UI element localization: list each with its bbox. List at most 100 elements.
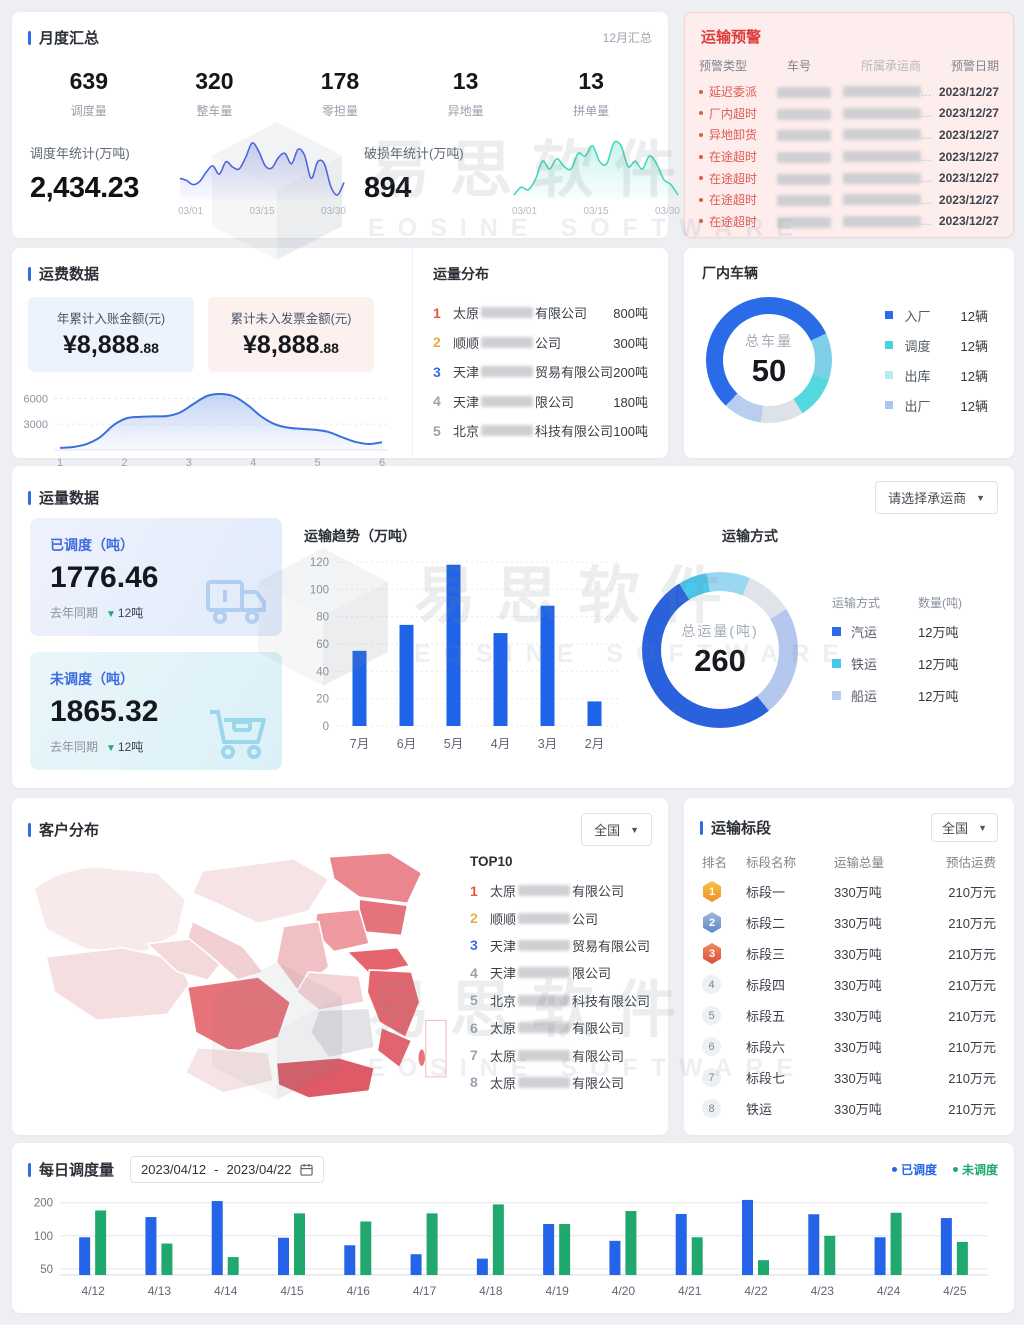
legend-value: 12万吨 bbox=[918, 656, 959, 672]
x-tick: 03/30 bbox=[320, 206, 346, 217]
alert-date: 2023/12/27 bbox=[938, 106, 999, 121]
section-volume: 330万吨 bbox=[834, 916, 882, 931]
legend-value: 12辆 bbox=[960, 308, 988, 324]
alert-table: 预警类型 车号 所属承运商 预警日期 延迟委派... 2023/12/27 厂内超时… bbox=[685, 54, 1013, 232]
x-tick: 03/30 bbox=[654, 206, 680, 217]
svg-text:4月: 4月 bbox=[491, 737, 510, 751]
svg-text:3月: 3月 bbox=[538, 737, 557, 751]
col-fee: 预估运费 bbox=[945, 855, 996, 870]
redacted-block bbox=[518, 1049, 571, 1061]
section-volume: 330万吨 bbox=[834, 1009, 882, 1024]
redacted-block bbox=[843, 194, 922, 206]
col-rank: 排名 bbox=[702, 855, 728, 870]
company-prefix: 太原 bbox=[490, 1048, 517, 1064]
rank-circle: 8 bbox=[702, 1099, 721, 1118]
legend-swatch bbox=[884, 401, 893, 409]
svg-text:1: 1 bbox=[57, 457, 63, 469]
compare-delta: 12吨 bbox=[117, 606, 144, 620]
table-row: 6 标段六 330万吨 210万元 bbox=[684, 1031, 1014, 1062]
col-volume: 运输总量 bbox=[834, 855, 885, 870]
panel-freight: 运费数据 年累计入账金额(元) ¥8,888.88 累计未入发票金额(元) ¥8… bbox=[12, 248, 668, 469]
legend-swatch bbox=[832, 626, 841, 636]
carrier-select[interactable]: 请选择承运商 ▼ bbox=[875, 481, 998, 514]
alert-dot-icon bbox=[699, 154, 703, 159]
legend-label: 船运 bbox=[851, 688, 878, 704]
alert-dot-icon bbox=[699, 132, 703, 137]
calendar-icon bbox=[299, 1163, 313, 1176]
alert-carrier-redacted: ... bbox=[843, 193, 931, 207]
volume-value: 200吨 bbox=[613, 365, 648, 381]
table-row: 5 标段五 330万吨 210万元 bbox=[684, 1000, 1014, 1031]
alert-plate-redacted bbox=[777, 150, 843, 164]
date-range-picker[interactable]: 2023/04/12 - 2023/04/22 bbox=[130, 1156, 324, 1183]
svg-text:4/16: 4/16 bbox=[347, 1284, 371, 1298]
svg-text:4/15: 4/15 bbox=[280, 1284, 304, 1298]
svg-text:6000: 6000 bbox=[24, 393, 48, 405]
section-rank: 1 bbox=[702, 881, 746, 902]
volume-value: 180吨 bbox=[613, 394, 648, 410]
customer-dist-title: 客户分布 bbox=[39, 822, 100, 839]
list-item: 5 北京 科技有限公司 100吨 bbox=[433, 416, 648, 446]
legend-label: 铁运 bbox=[851, 656, 878, 672]
region-select[interactable]: 全国 ▼ bbox=[581, 813, 652, 846]
company-prefix: 太原 bbox=[490, 1075, 517, 1091]
page-title-monthly-summary: 月度汇总 bbox=[39, 30, 100, 47]
accent-bar bbox=[28, 490, 31, 505]
mode-col-type: 运输方式 bbox=[832, 595, 881, 610]
svg-text:7月: 7月 bbox=[350, 737, 369, 751]
svg-text:50: 50 bbox=[40, 1264, 53, 1276]
sections-table-header: 排名 标段名称 运输总量 预估运费 bbox=[684, 846, 1014, 876]
alert-row: 延迟委派... 2023/12/27 bbox=[699, 81, 999, 103]
svg-text:2月: 2月 bbox=[585, 737, 604, 751]
list-item: 2 顺顺 公司 bbox=[470, 904, 656, 931]
section-name: 标段七 bbox=[746, 1071, 786, 1086]
medal-icon: 3 bbox=[703, 943, 721, 964]
alert-date: 2023/12/27 bbox=[938, 214, 999, 229]
accent-bar bbox=[28, 266, 31, 281]
cart-icon bbox=[210, 710, 266, 759]
alert-carrier-redacted: ... bbox=[843, 85, 931, 99]
list-item: 3 天津 贸易有限公司 200吨 bbox=[433, 357, 648, 387]
damage-year-xticks: 03/01 03/15 03/30 bbox=[512, 206, 680, 217]
freight-card-uninvoiced: 累计未入发票金额(元) ¥8,888.88 bbox=[208, 297, 374, 372]
stat-item: 13 异地量 bbox=[403, 68, 529, 119]
list-item: 4 天津 限公司 bbox=[470, 959, 656, 986]
redacted-block bbox=[481, 425, 534, 437]
svg-text:40: 40 bbox=[316, 666, 329, 678]
unscheduled-value: 1865.32 bbox=[50, 695, 159, 728]
sections-region-select[interactable]: 全国 ▼ bbox=[931, 813, 998, 842]
table-row: 3 标段三 330万吨 210万元 bbox=[684, 938, 1014, 969]
svg-text:4/19: 4/19 bbox=[545, 1284, 569, 1298]
section-name: 铁运 bbox=[746, 1102, 773, 1117]
company-prefix: 天津 bbox=[453, 365, 480, 381]
alert-type: 在途超时 bbox=[699, 191, 777, 208]
col-carrier: 所属承运商 bbox=[861, 59, 922, 73]
svg-text:2: 2 bbox=[121, 457, 127, 469]
stat-value: 13 bbox=[578, 68, 604, 94]
alert-plate-redacted bbox=[777, 106, 843, 120]
table-row: 2 标段二 330万吨 210万元 bbox=[684, 907, 1014, 938]
section-fee: 210万元 bbox=[948, 1009, 996, 1024]
x-tick: 03/01 bbox=[512, 206, 538, 217]
triangle-down-icon: ▼ bbox=[106, 609, 116, 620]
rank-number: 5 bbox=[433, 422, 441, 439]
top10-title: TOP10 bbox=[470, 854, 513, 869]
redacted-block bbox=[777, 173, 832, 185]
alert-type: 延迟委派 bbox=[699, 83, 777, 100]
section-rank: 4 bbox=[702, 975, 746, 994]
section-fee: 210万元 bbox=[948, 947, 996, 962]
x-tick: 03/15 bbox=[583, 206, 609, 217]
redacted-block bbox=[518, 885, 571, 897]
alert-row: 在途超时... 2023/12/27 bbox=[699, 146, 999, 168]
legend-item: 船运 12万吨 bbox=[832, 679, 962, 711]
donut-center-value: 260 bbox=[694, 643, 746, 678]
company-prefix: 太原 bbox=[490, 1021, 517, 1037]
alert-plate-redacted bbox=[777, 85, 843, 99]
legend-item: 调度 12辆 bbox=[884, 330, 988, 360]
chevron-down-icon: ▼ bbox=[630, 824, 639, 835]
rank-number: 6 bbox=[470, 1019, 478, 1036]
section-fee: 210万元 bbox=[948, 1040, 996, 1055]
company-prefix: 太原 bbox=[490, 884, 517, 900]
volume-dist-title: 运量分布 bbox=[433, 266, 489, 282]
